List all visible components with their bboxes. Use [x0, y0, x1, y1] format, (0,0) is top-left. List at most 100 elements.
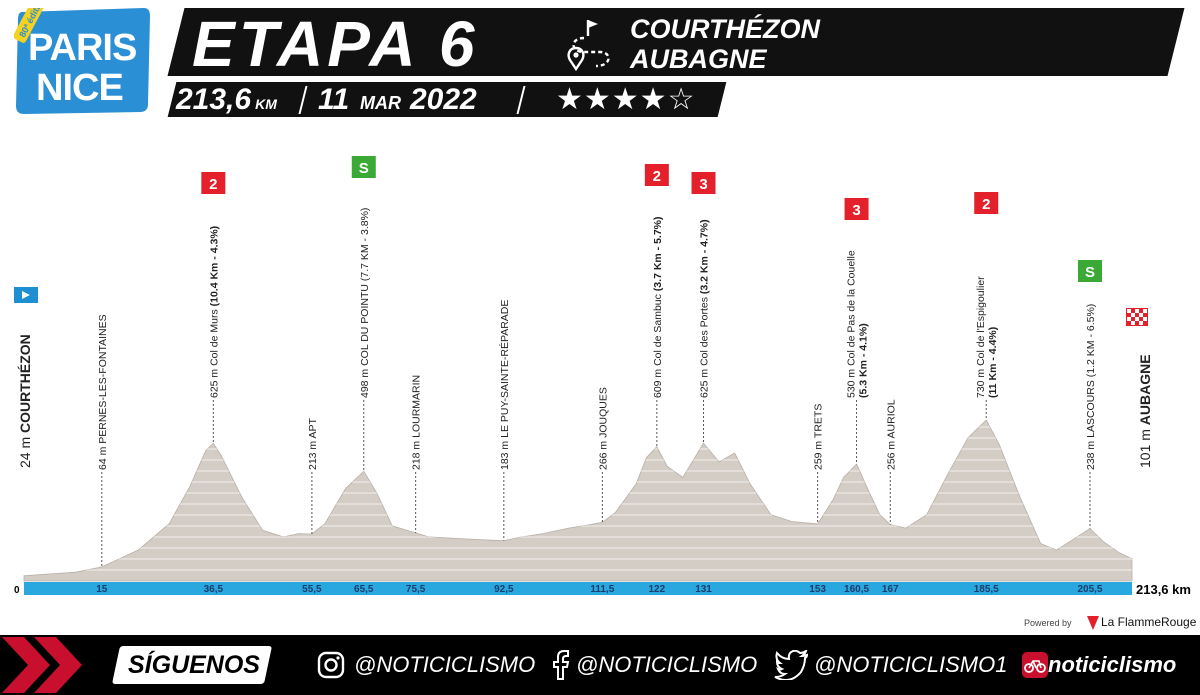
date-month: MAR [360, 93, 401, 113]
label-bold: (10.4 Km - 4.3%) [208, 226, 220, 307]
finish-check [1139, 313, 1143, 317]
brand-name: noticiclismo [1048, 652, 1177, 677]
label-bold: (3.2 Km - 4.7%) [699, 219, 711, 294]
finish-check [1135, 317, 1139, 321]
km-tick-label: 205,5 [1077, 584, 1102, 595]
point-label-text: 256 m AURIOL [885, 399, 897, 470]
km-tick-label: 122 [649, 584, 666, 595]
profile-area-group [23, 419, 1133, 582]
point-label: 625 m Col des Portes (3.2 Km - 4.7%) [699, 219, 711, 398]
badge-text: S [1085, 264, 1095, 281]
label-name: 498 m COL DU POINTU (7.7 KM - 3.8%) [359, 208, 371, 398]
point-label-text: 64 m PERNES-LES-FONTAINES [97, 314, 109, 470]
climb-category-badge [691, 172, 716, 194]
label-name: 101 m [1137, 425, 1153, 468]
facebook-handle[interactable]: @NOTICICLISMO [576, 652, 758, 677]
twitter-icon[interactable] [774, 650, 810, 680]
climb-category-badge [974, 192, 999, 214]
point-label: 530 m Col de Pas de la Couelle(5.3 Km - … [846, 250, 870, 398]
label-name: 64 m PERNES-LES-FONTAINES [97, 314, 109, 470]
sprint-badge [351, 156, 376, 178]
label-bold: COURTHÉZON [17, 334, 33, 433]
point-label: 183 m LE PUY-SAINTE-RÉPARADE [498, 300, 511, 470]
label-name: 625 m Col des Portes [699, 294, 711, 398]
instagram-handle[interactable]: @NOTICICLISMO [354, 652, 536, 677]
point-label: 64 m PERNES-LES-FONTAINES [97, 314, 109, 470]
label-name: 183 m LE PUY-SAINTE-RÉPARADE [498, 300, 511, 470]
point-label-text: 625 m Col de Murs (10.4 Km - 4.3%) [208, 226, 220, 398]
flame-rouge-icon [1087, 616, 1099, 630]
climb-category-badge [644, 164, 669, 186]
point-label-text: 183 m LE PUY-SAINTE-RÉPARADE [498, 300, 511, 470]
point-label: 730 m Col de l'Espigoulier(11 Km - 4.4%) [975, 276, 999, 398]
facebook-icon[interactable] [548, 650, 572, 680]
finish-check [1143, 309, 1147, 313]
logo-wordmark: PARIS NICE [28, 27, 137, 109]
km-tick-label: 160,5 [844, 584, 869, 595]
origin-label: 0 [14, 585, 20, 596]
stage-distance: 213,6 KM [176, 82, 277, 122]
point-label: 609 m Col de Sambuc (3.7 Km - 5.7%) [652, 216, 664, 398]
km-tick-label: 36,5 [204, 584, 224, 595]
logo-line-2: NICE [36, 67, 123, 109]
km-axis-bar [24, 582, 1132, 595]
finish-check [1127, 309, 1131, 313]
point-label: 498 m COL DU POINTU (7.7 KM - 3.8%) [359, 208, 371, 398]
badge-text: 2 [982, 196, 990, 213]
distance-unit: KM [255, 96, 277, 112]
point-label: 101 m AUBAGNE [1137, 354, 1153, 468]
point-label-text: 24 m COURTHÉZON [17, 334, 33, 468]
total-distance-label: 213,6 km [1136, 582, 1191, 597]
point-markers: 2 S 2 3 3 2 S [14, 156, 1148, 326]
route-pin-icon [567, 20, 610, 72]
stage-title: ETAPA 6 [192, 8, 479, 80]
difficulty-stars: ★★★★☆ [556, 82, 696, 117]
point-label: 218 m LOURMARIN [411, 375, 423, 470]
point-label-text: 218 m LOURMARIN [411, 375, 423, 470]
point-label: 256 m AURIOL [885, 399, 897, 470]
profile-area [23, 419, 1133, 582]
powered-by: Powered by [1024, 618, 1072, 628]
finish-town: AUBAGNE [630, 44, 767, 74]
credit-name: La FlammeRouge [1101, 615, 1197, 629]
finish-check [1143, 317, 1147, 321]
label-name: 218 m LOURMARIN [411, 375, 423, 470]
label-name: 259 m TRETS [813, 404, 825, 470]
instagram-icon[interactable] [316, 650, 346, 680]
date-day: 11 [318, 83, 350, 116]
km-ticks: 15 36,5 55,5 65,5 75,5 92,5 111,5 122 131 153 160,… [96, 584, 1103, 595]
point-label: 266 m JOUQUES [597, 387, 609, 470]
km-tick-label: 92,5 [494, 584, 514, 595]
point-label-text: 213 m APT [307, 417, 319, 470]
label-bold: (3.7 Km - 5.7%) [652, 216, 664, 291]
label-name: 609 m Col de Sambuc [652, 291, 664, 398]
bike-icon [1022, 652, 1048, 678]
point-label: 213 m APT [307, 417, 319, 470]
point-label: 24 m COURTHÉZON [17, 334, 33, 468]
km-tick-label: 65,5 [354, 584, 374, 595]
badge-text: 2 [209, 176, 217, 193]
climb-category-badge [201, 172, 226, 194]
label-name: 24 m [17, 433, 33, 468]
logo-line-1: PARIS [28, 27, 136, 69]
km-tick-label: 185,5 [974, 584, 999, 595]
label-name: 730 m Col de l'Espigoulier [975, 276, 987, 398]
sprint-badge [1077, 260, 1102, 282]
finish-check [1131, 321, 1135, 325]
km-tick-label: 55,5 [302, 584, 322, 595]
social-footer: SÍGUENOS @NOTICICLISMO @NOTICICLISMO @NO… [0, 635, 1200, 695]
point-label-text: 530 m Col de Pas de la Couelle(5.3 Km - … [846, 250, 870, 398]
label-name: 266 m JOUQUES [597, 387, 609, 470]
finish-check [1135, 309, 1139, 313]
km-tick-label: 153 [809, 584, 826, 595]
point-label-text: 238 m LASCOURS (1.2 KM - 6.5%) [1085, 304, 1097, 470]
twitter-handle[interactable]: @NOTICICLISMO1 [814, 652, 1008, 677]
km-tick-label: 15 [96, 584, 108, 595]
finish-check [1139, 321, 1143, 325]
point-label-text: 259 m TRETS [813, 404, 825, 470]
paris-nice-logo: PARIS NICE 80ª édition [14, 8, 150, 114]
elevation-profile-chart: 15 36,5 55,5 65,5 75,5 92,5 111,5 122 131 153 160,… [14, 156, 1191, 597]
point-label: 238 m LASCOURS (1.2 KM - 6.5%) [1085, 304, 1097, 470]
point-label: 259 m TRETS [813, 404, 825, 470]
point-label-text: 498 m COL DU POINTU (7.7 KM - 3.8%) [359, 208, 371, 398]
